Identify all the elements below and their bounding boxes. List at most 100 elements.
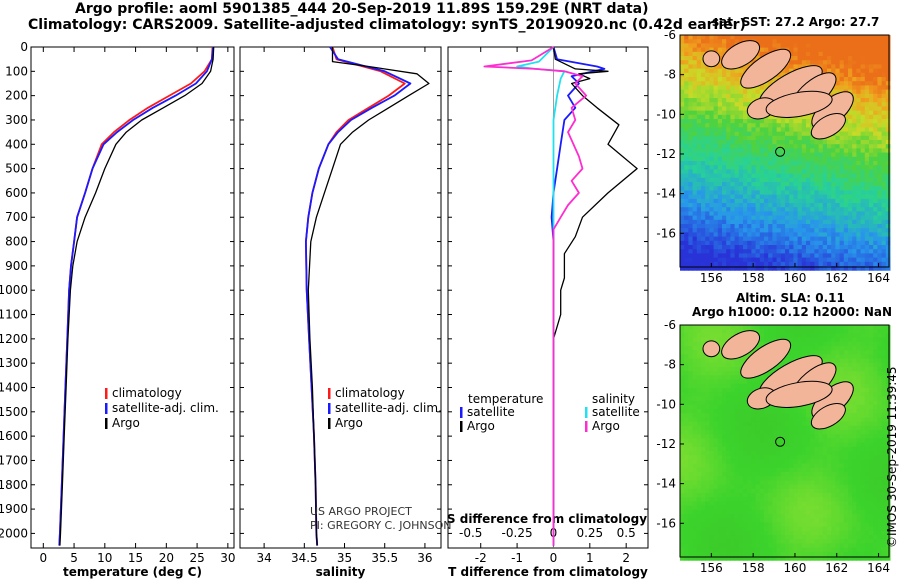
map-cell (856, 68, 862, 74)
map-cell (738, 198, 744, 204)
map-cell (793, 417, 799, 423)
map-cell (848, 89, 853, 95)
map-cell (797, 463, 803, 469)
map-cell (722, 169, 727, 175)
map-cell (797, 409, 803, 414)
map-cell (852, 207, 857, 212)
map-cell (814, 329, 820, 334)
map-cell (810, 425, 815, 431)
map-cell (722, 430, 727, 435)
map-cell (696, 240, 702, 246)
map-cell (843, 236, 849, 242)
map-cell (751, 556, 757, 561)
map-cell (684, 396, 689, 402)
map-cell (806, 43, 811, 49)
sla-map-title-2: Argo h1000: 0.12 h2000: NaN (692, 305, 893, 319)
map-cell (789, 224, 794, 229)
map-cell (743, 253, 748, 259)
map-cell (684, 186, 689, 191)
map-cell (743, 219, 748, 225)
map-cell (717, 325, 723, 330)
map-cell (797, 240, 803, 246)
map-cell (785, 39, 790, 44)
map-cell (688, 430, 694, 435)
map-cell (705, 472, 710, 477)
map-cell (688, 240, 694, 246)
map-cell (734, 379, 740, 385)
map-cell (730, 451, 736, 456)
map-cell (860, 77, 866, 82)
map-cell (806, 413, 811, 418)
map-cell (822, 333, 828, 339)
map-cell (793, 535, 799, 540)
map-cell (696, 110, 702, 116)
map-cell (810, 325, 815, 330)
map-cell (852, 77, 857, 82)
map-cell (772, 421, 778, 427)
map-cell (747, 484, 752, 490)
map-cell (780, 505, 786, 511)
map-cell (680, 421, 685, 427)
map-cell (705, 72, 710, 78)
map-cell (881, 72, 887, 78)
map-cell (747, 249, 752, 254)
map-cell (831, 165, 836, 170)
map-cell (864, 177, 870, 183)
map-cell (806, 442, 811, 448)
map-cell (877, 240, 883, 246)
map-cell (747, 438, 752, 444)
map-cell (696, 224, 702, 229)
map-cell (726, 152, 731, 158)
map-cell (806, 144, 811, 149)
map-cell (738, 535, 744, 540)
map-cell (856, 43, 862, 49)
map-cell (688, 102, 694, 107)
map-cell (860, 131, 866, 137)
map-cell (797, 131, 803, 137)
map-cell (713, 488, 719, 494)
map-cell (755, 493, 761, 498)
map-cell (705, 362, 710, 368)
map-cell (789, 467, 794, 473)
map-cell (848, 47, 853, 53)
map-cell (764, 451, 769, 456)
map-cell (797, 156, 803, 162)
map-cell (801, 135, 807, 141)
map-cell (734, 375, 740, 381)
island-shape (721, 40, 761, 70)
map-cell (772, 417, 778, 423)
map-cell (768, 463, 773, 469)
map-cell (709, 455, 715, 460)
map-cell (839, 51, 845, 57)
map-cell (713, 236, 719, 242)
map-cell (743, 463, 748, 469)
map-cell (709, 362, 715, 368)
map-cell (755, 245, 761, 250)
map-cell (776, 39, 782, 44)
map-cell (738, 501, 744, 507)
map-cell (743, 177, 748, 183)
map-cell (722, 39, 727, 44)
map-cell (869, 186, 874, 191)
map-cell (734, 501, 740, 507)
map-cell (730, 362, 736, 368)
map-cell (747, 463, 752, 469)
map-cell (751, 165, 757, 170)
map-cell (713, 177, 719, 183)
map-cell (797, 140, 803, 145)
map-cell (776, 556, 782, 561)
map-cell (827, 207, 832, 212)
map-cell (688, 203, 694, 208)
map-cell (776, 177, 782, 183)
map-cell (852, 60, 857, 65)
map-cell (785, 119, 790, 124)
map-cell (776, 43, 782, 49)
map-cell (785, 442, 790, 448)
map-cell (776, 207, 782, 212)
map-cell (818, 497, 824, 502)
map-cell (801, 341, 807, 347)
map-cell (768, 329, 773, 334)
map-cell (843, 190, 849, 196)
map-cell (831, 140, 836, 145)
map-cell (726, 329, 731, 334)
